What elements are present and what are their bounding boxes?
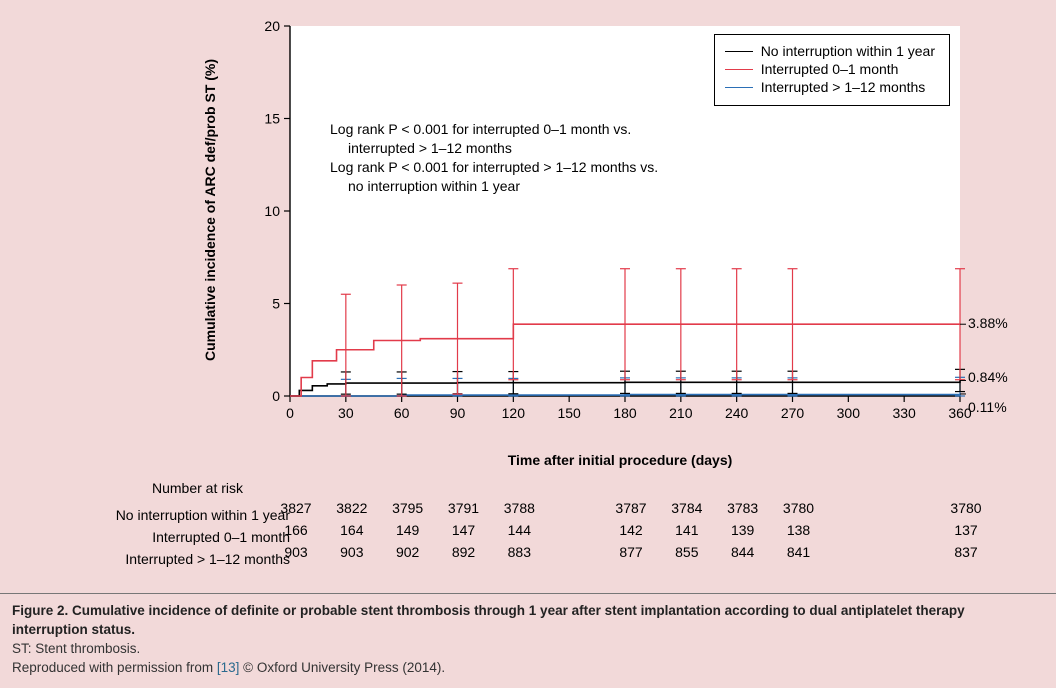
risk-cell: 3784 (659, 500, 715, 516)
risk-row-cells: 166164149147144142141139138137 (296, 522, 1036, 542)
risk-cell: 141 (659, 522, 715, 538)
svg-text:180: 180 (613, 405, 637, 421)
risk-cell: 3795 (380, 500, 436, 516)
risk-cell: 3787 (603, 500, 659, 516)
risk-row-cells: 3827382237953791378837873784378337803780 (296, 500, 1036, 520)
risk-cell: 877 (603, 544, 659, 560)
number-at-risk-table: Number at risk No interruption within 1 … (90, 480, 1036, 566)
legend-label: Interrupted 0–1 month (761, 61, 899, 77)
svg-text:15: 15 (264, 111, 280, 127)
legend-item-none: No interruption within 1 year (725, 43, 935, 59)
svg-text:60: 60 (394, 405, 410, 421)
risk-cell: 3783 (715, 500, 771, 516)
risk-cell: 902 (380, 544, 436, 560)
risk-cell: 903 (268, 544, 324, 560)
caption-ref: [13] (217, 660, 240, 675)
risk-row-label: Interrupted > 1–12 months (90, 551, 296, 567)
risk-cell: 149 (380, 522, 436, 538)
x-axis-label: Time after initial procedure (days) (250, 452, 990, 468)
legend: No interruption within 1 year Interrupte… (714, 34, 950, 106)
svg-text:30: 30 (338, 405, 354, 421)
risk-cell: 837 (938, 544, 994, 560)
legend-item-1-12: Interrupted > 1–12 months (725, 79, 935, 95)
svg-text:5: 5 (272, 296, 280, 312)
risk-cell: 841 (771, 544, 827, 560)
risk-cell: 139 (715, 522, 771, 538)
risk-cell: 903 (324, 544, 380, 560)
anno-line: Log rank P < 0.001 for interrupted > 1–1… (330, 158, 658, 177)
figure-container: Cumulative incidence of ARC def/prob ST … (0, 0, 1056, 688)
risk-row: No interruption within 1 year38273822379… (90, 500, 1036, 522)
risk-cell: 166 (268, 522, 324, 538)
risk-cell: 3822 (324, 500, 380, 516)
risk-cell: 144 (491, 522, 547, 538)
risk-cell: 892 (436, 544, 492, 560)
svg-text:300: 300 (837, 405, 861, 421)
risk-cell: 883 (491, 544, 547, 560)
svg-text:10: 10 (264, 203, 280, 219)
plot-area: 0510152003060901201501802102402703003303… (250, 16, 990, 456)
risk-cell: 3780 (938, 500, 994, 516)
svg-text:210: 210 (669, 405, 693, 421)
legend-item-0-1: Interrupted 0–1 month (725, 61, 935, 77)
svg-text:240: 240 (725, 405, 749, 421)
risk-cell: 137 (938, 522, 994, 538)
figure-caption: Figure 2. Cumulative incidence of defini… (0, 593, 1056, 688)
risk-table-title: Number at risk (152, 480, 1036, 496)
risk-cell: 3791 (436, 500, 492, 516)
risk-cell: 3827 (268, 500, 324, 516)
svg-text:150: 150 (557, 405, 581, 421)
logrank-annotation: Log rank P < 0.001 for interrupted 0–1 m… (330, 120, 658, 196)
caption-source-b: © Oxford University Press (2014). (239, 660, 445, 675)
y-axis-label: Cumulative incidence of ARC def/prob ST … (202, 59, 218, 361)
risk-cell: 147 (436, 522, 492, 538)
svg-text:120: 120 (502, 405, 526, 421)
caption-source-a: Reproduced with permission from (12, 660, 217, 675)
legend-swatch-none (725, 51, 753, 52)
anno-line: Log rank P < 0.001 for interrupted 0–1 m… (330, 120, 658, 139)
risk-cell: 142 (603, 522, 659, 538)
risk-cell: 164 (324, 522, 380, 538)
svg-text:270: 270 (781, 405, 805, 421)
svg-text:330: 330 (892, 405, 916, 421)
series-end-label: 0.84% (968, 369, 1008, 385)
risk-row-label: No interruption within 1 year (90, 507, 296, 523)
series-end-label: 0.11% (968, 399, 1007, 415)
risk-row: Interrupted > 1–12 months903903902892883… (90, 544, 1036, 566)
caption-title: Figure 2. Cumulative incidence of defini… (12, 603, 965, 637)
svg-text:0: 0 (286, 405, 294, 421)
svg-text:20: 20 (264, 18, 280, 34)
risk-cell: 3788 (491, 500, 547, 516)
legend-label: Interrupted > 1–12 months (761, 79, 926, 95)
risk-row-label: Interrupted 0–1 month (90, 529, 296, 545)
legend-swatch-0-1 (725, 69, 753, 70)
series-end-label: 3.88% (968, 315, 1008, 331)
risk-cell: 855 (659, 544, 715, 560)
risk-row-cells: 903903902892883877855844841837 (296, 544, 1036, 564)
risk-cell: 844 (715, 544, 771, 560)
caption-abbrev: ST: Stent thrombosis. (12, 641, 140, 656)
risk-cell: 3780 (771, 500, 827, 516)
svg-text:0: 0 (272, 388, 280, 404)
legend-label: No interruption within 1 year (761, 43, 935, 59)
risk-cell: 138 (771, 522, 827, 538)
legend-swatch-1-12 (725, 87, 753, 88)
risk-row: Interrupted 0–1 month1661641491471441421… (90, 522, 1036, 544)
anno-line: interrupted > 1–12 months (348, 139, 658, 158)
svg-text:90: 90 (450, 405, 466, 421)
anno-line: no interruption within 1 year (348, 177, 658, 196)
